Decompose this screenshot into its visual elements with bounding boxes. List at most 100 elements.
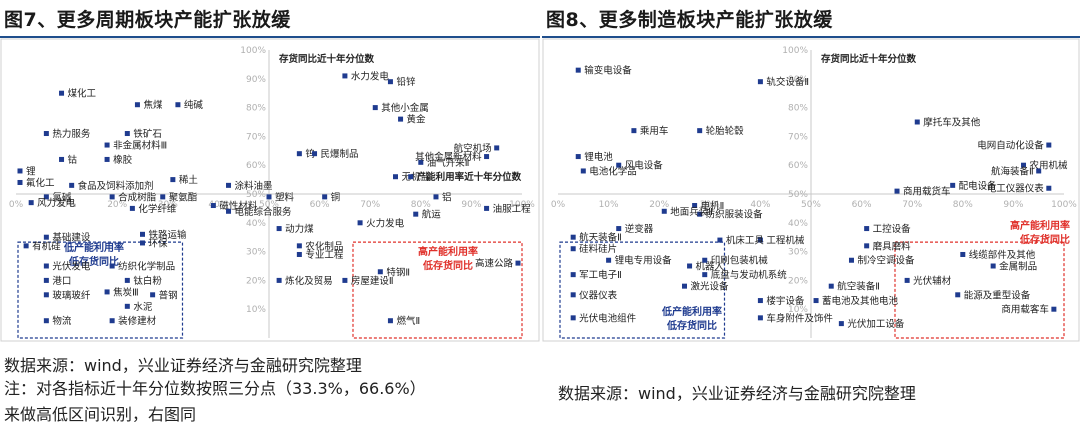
point-label: 炼化及贸易 — [285, 275, 333, 287]
point-label: 乘用车 — [640, 125, 669, 137]
x-tick-label: 40% — [750, 200, 770, 210]
point-label: 磨具磨料 — [873, 240, 912, 252]
point-label: 轮胎轮毂 — [706, 125, 745, 137]
point-label: 线缆部件及其他 — [969, 249, 1036, 261]
left-source-text: 数据来源：wind，兴业证券经济与金融研究院整理 — [4, 356, 362, 375]
point-label: 水泥 — [133, 301, 153, 313]
data-point — [175, 102, 181, 108]
data-point — [43, 277, 49, 283]
point-label: 煤化工 — [68, 88, 97, 100]
high-box-label-2: 低存货同比 — [1019, 233, 1070, 246]
data-point — [1051, 306, 1057, 312]
data-point — [575, 67, 581, 73]
point-label: 港口 — [52, 275, 71, 287]
data-point — [570, 272, 576, 278]
data-point — [408, 174, 414, 180]
x-tick-label: 10% — [599, 200, 619, 210]
data-point — [129, 205, 135, 211]
y-tick-label: 10% — [788, 305, 808, 315]
y-tick-label: 50% — [246, 190, 266, 200]
data-point — [226, 182, 232, 188]
point-label: 铁矿石 — [133, 128, 162, 140]
point-label: 高速公路 — [475, 258, 514, 270]
x-tick-label: 70% — [902, 200, 922, 210]
data-point — [960, 251, 966, 257]
point-label: 其他小金属 — [381, 102, 429, 114]
data-point — [104, 289, 110, 295]
data-point — [616, 226, 622, 232]
x-tick-label: 30% — [700, 200, 720, 210]
point-label: 钨 — [305, 148, 315, 160]
data-point — [43, 292, 49, 298]
data-point — [570, 292, 576, 298]
y-tick-label: 40% — [788, 219, 808, 229]
data-point — [631, 128, 637, 134]
point-label: 机床工具 — [726, 235, 765, 247]
data-point — [43, 234, 49, 240]
x-tick-label: 100% — [1051, 200, 1077, 210]
y-tick-label: 80% — [788, 104, 808, 114]
data-point — [570, 246, 576, 252]
data-point — [990, 263, 996, 269]
point-label: 蓄电池及其他电池 — [822, 295, 899, 307]
data-point — [433, 194, 439, 200]
point-label: 军工电子Ⅱ — [579, 269, 622, 281]
data-point — [606, 257, 612, 263]
data-point — [398, 116, 404, 122]
point-label: 油气开采Ⅱ — [427, 157, 470, 169]
point-label: 逆变器 — [625, 223, 654, 235]
high-box-label-2: 低存货同比 — [422, 259, 473, 272]
point-label: 光伏发电 — [52, 261, 91, 273]
data-point — [1036, 168, 1042, 174]
data-point — [828, 283, 834, 289]
y-tick-label: 40% — [246, 219, 266, 229]
data-point — [69, 182, 75, 188]
data-point — [43, 194, 49, 200]
data-point — [387, 318, 393, 324]
y-tick-label: 60% — [246, 161, 266, 171]
data-point — [28, 200, 34, 206]
point-label: 商用载货车 — [903, 186, 951, 198]
point-label: 光伏电池组件 — [579, 312, 637, 324]
data-point — [570, 315, 576, 321]
point-label: 风力发电 — [37, 197, 76, 209]
point-label: 农化制品 — [305, 240, 343, 252]
data-point — [312, 151, 318, 157]
data-point — [17, 168, 23, 174]
data-point — [813, 298, 819, 304]
data-point — [692, 203, 698, 209]
x-tick-label: 0% — [9, 200, 24, 210]
point-label: 装修建材 — [118, 315, 157, 327]
x-tick-label: 70% — [360, 200, 380, 210]
point-label: 聚氨酯 — [169, 191, 198, 203]
data-point — [864, 226, 870, 232]
y-tick-label: 90% — [788, 75, 808, 85]
point-label: 物流 — [52, 315, 72, 327]
point-label: 钛白粉 — [133, 275, 162, 287]
point-label: 专业工程 — [305, 249, 344, 261]
x-tick-label: 50% — [801, 200, 821, 210]
data-point — [23, 243, 29, 249]
x-tick-label: 90% — [461, 200, 481, 210]
point-label: 摩托车及其他 — [923, 117, 981, 129]
point-label: 能源及重型设备 — [964, 289, 1031, 301]
point-label: 印刷包装机械 — [711, 255, 769, 267]
data-point — [757, 315, 763, 321]
x-tick-label: 20% — [107, 200, 127, 210]
point-label: 配电设备 — [959, 180, 998, 192]
point-label: 焦炭Ⅲ — [113, 286, 139, 298]
data-point — [170, 177, 176, 183]
right-title-rule — [542, 36, 1080, 38]
y-tick-label: 100% — [782, 46, 808, 56]
y-tick-label: 30% — [788, 248, 808, 258]
data-point — [296, 151, 302, 157]
point-label: 地面兵装Ⅱ — [670, 206, 713, 218]
data-point — [342, 73, 348, 79]
point-label: 非金属材料Ⅲ — [113, 140, 167, 152]
x-tick-label: 40% — [208, 200, 228, 210]
data-point — [104, 142, 110, 148]
data-point — [757, 79, 763, 85]
data-point — [757, 298, 763, 304]
point-label: 铁路运输 — [149, 229, 188, 241]
point-label: 纺织服装设备 — [706, 209, 764, 221]
